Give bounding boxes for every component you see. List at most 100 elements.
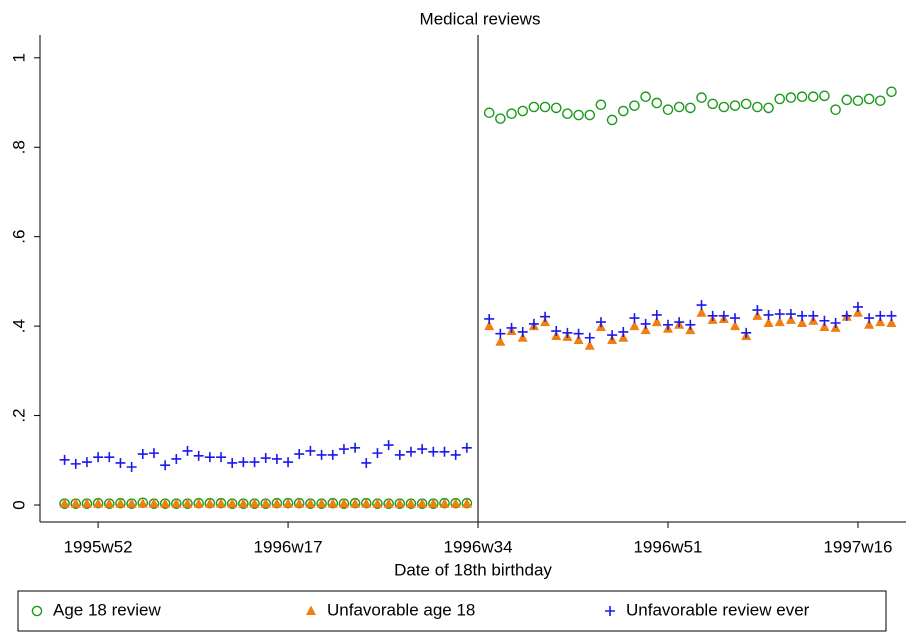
point [260,453,271,464]
point [31,605,43,617]
point [718,101,730,113]
x-tick-label: 1996w51 [633,537,702,556]
y-tick-label: .6 [9,230,28,244]
point [819,321,830,332]
point [640,324,651,335]
point [439,498,450,508]
legend-item: Age 18 review [31,600,161,619]
point [674,317,685,328]
x-tick-label: 1996w34 [444,537,513,556]
point [93,452,104,463]
point [372,448,383,459]
point [81,498,92,508]
point [238,457,249,468]
point [685,319,696,330]
point [605,606,615,616]
point [852,95,864,107]
point [148,448,159,459]
point [361,457,372,468]
x-tick-label: 1997w16 [823,537,892,556]
point [707,98,718,110]
point [752,305,763,316]
point [372,498,383,508]
point [595,317,606,328]
point [383,440,394,451]
point [428,446,439,457]
point [327,498,338,508]
point [104,498,115,508]
point [573,334,584,344]
point [551,326,562,337]
point [730,320,741,331]
legend-label: Age 18 review [53,600,161,619]
point [629,320,640,331]
y-tick-label: 0 [9,500,28,509]
point [730,313,741,324]
point [562,327,573,338]
point [316,498,327,508]
point [864,313,875,324]
point [171,498,182,508]
point [227,498,238,508]
legend-box [17,590,887,632]
point [495,113,506,124]
point [651,309,662,320]
point [662,319,673,330]
point [238,498,249,508]
point [171,453,182,464]
point [841,94,853,106]
point [819,90,830,102]
point [249,498,260,508]
point [450,449,461,460]
point [506,322,517,333]
point [774,309,785,320]
point [729,100,741,111]
point [227,457,238,468]
point [126,461,137,472]
point [193,498,204,508]
point [830,317,841,328]
point [417,498,428,508]
point [539,101,551,113]
point [59,498,70,508]
point [584,109,596,121]
point [662,104,674,115]
point [807,91,819,103]
point [550,102,562,114]
point [819,315,830,326]
point [148,498,159,508]
point [59,454,70,465]
point [204,498,215,508]
point [271,453,282,464]
point [629,100,640,111]
point [394,449,405,460]
point [651,97,663,109]
point [327,449,338,460]
point [70,458,81,469]
point [383,498,394,508]
point [439,446,450,457]
point [696,300,707,311]
point [461,498,472,508]
point [685,102,696,114]
point [886,310,897,321]
point [461,442,472,453]
point [618,332,629,342]
point [573,109,584,121]
point [137,449,148,460]
point [584,332,595,343]
point [271,498,282,508]
point [528,318,539,329]
point [785,309,796,320]
point [115,457,126,468]
point [506,108,517,120]
point [740,98,752,110]
y-tick-label: .4 [9,319,28,333]
point [640,318,651,329]
y-tick-label: .2 [9,408,28,422]
point [763,317,774,327]
point [863,93,875,105]
point [618,326,629,337]
point [305,445,316,456]
point [707,310,718,321]
